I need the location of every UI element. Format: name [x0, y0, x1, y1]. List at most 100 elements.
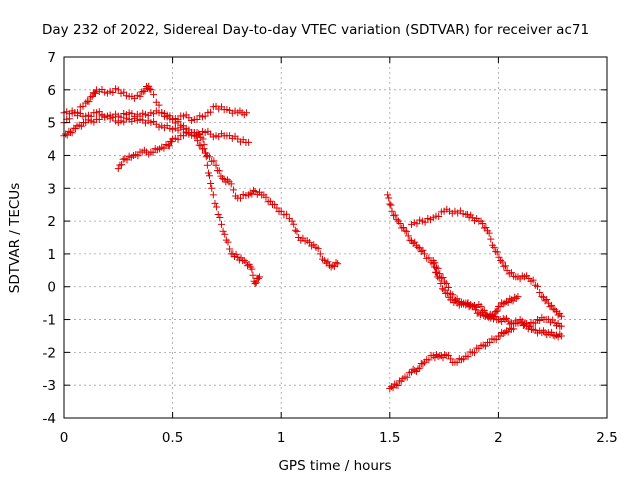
data-point	[324, 258, 332, 266]
data-point	[120, 118, 128, 126]
data-point	[497, 256, 505, 264]
data-point	[271, 200, 279, 208]
x-tick-label: 2	[494, 430, 503, 446]
data-point	[387, 201, 395, 209]
data-points	[60, 82, 565, 392]
data-point	[533, 282, 541, 290]
data-point	[91, 89, 99, 97]
data-point	[436, 270, 444, 278]
data-point	[82, 99, 90, 107]
data-point	[554, 311, 562, 319]
data-point	[431, 354, 439, 362]
data-point	[305, 238, 313, 246]
data-point	[386, 384, 394, 392]
data-point	[223, 176, 231, 184]
data-point	[393, 216, 401, 224]
data-point	[283, 210, 291, 218]
data-point	[208, 184, 216, 192]
data-point	[414, 243, 422, 251]
data-point	[385, 194, 393, 202]
data-point	[65, 115, 73, 123]
data-point	[525, 322, 533, 330]
data-point	[236, 194, 244, 202]
data-point	[384, 191, 392, 199]
data-point	[290, 220, 298, 228]
data-point	[440, 286, 448, 294]
data-point	[251, 279, 259, 287]
data-point	[213, 203, 221, 211]
data-point	[224, 238, 232, 246]
data-point	[419, 360, 427, 368]
data-point	[386, 200, 394, 208]
data-point	[212, 161, 220, 169]
data-point	[529, 276, 537, 284]
data-point	[244, 262, 252, 270]
data-point	[441, 351, 449, 359]
data-point	[211, 199, 219, 207]
data-point	[68, 129, 76, 137]
data-point	[388, 207, 396, 215]
data-point	[495, 253, 503, 261]
data-point	[503, 266, 511, 274]
data-point	[149, 148, 157, 156]
data-point	[200, 141, 208, 149]
data-point	[441, 278, 449, 286]
data-point	[169, 115, 177, 123]
data-point	[114, 165, 122, 173]
data-point	[194, 137, 202, 145]
data-point	[174, 118, 182, 126]
data-point	[482, 223, 490, 231]
data-point	[493, 248, 501, 256]
data-point	[557, 332, 565, 340]
data-point	[498, 258, 506, 266]
data-point	[447, 355, 455, 363]
data-point	[411, 238, 419, 246]
data-point	[482, 311, 490, 319]
data-point	[147, 86, 155, 94]
x-tick-label: 0.5	[162, 430, 183, 446]
data-point	[554, 333, 562, 341]
data-point	[215, 167, 223, 175]
data-point	[512, 294, 520, 302]
data-point	[403, 227, 411, 235]
data-point	[207, 180, 215, 188]
data-point	[414, 365, 422, 373]
data-point	[403, 373, 411, 381]
data-point	[421, 218, 429, 226]
data-point	[391, 380, 399, 388]
data-point	[85, 98, 93, 106]
plot-frame	[63, 56, 608, 419]
y-tick-label: 4	[47, 148, 56, 164]
data-point	[404, 232, 412, 240]
y-axis-ticks: -4 -3 -2 -1 0 1 2 3 4 5 6 7	[43, 50, 607, 427]
y-tick-label: -1	[43, 313, 56, 329]
data-point	[416, 364, 424, 372]
y-tick-label: -3	[43, 378, 56, 394]
data-point	[166, 112, 174, 120]
data-point	[327, 263, 335, 271]
data-point	[118, 161, 126, 169]
data-point	[391, 211, 399, 219]
data-point	[249, 271, 257, 279]
data-point	[254, 275, 262, 283]
data-point	[250, 186, 258, 194]
data-point	[117, 113, 125, 121]
y-tick-label: 0	[47, 280, 56, 296]
data-point	[396, 220, 404, 228]
data-point	[438, 285, 446, 293]
data-point	[255, 273, 263, 281]
data-point	[487, 235, 495, 243]
data-point	[219, 174, 227, 182]
x-axis-ticks: 0 0.5 1 1.5 2 2.5	[60, 57, 618, 446]
data-point	[413, 220, 421, 228]
grid-lines	[64, 57, 607, 418]
y-tick-label: -2	[43, 345, 56, 361]
series-track-c	[60, 107, 342, 271]
data-point	[273, 204, 281, 212]
data-point	[501, 316, 509, 324]
data-point	[202, 153, 210, 161]
y-tick-label: 1	[47, 247, 56, 263]
series-track-f	[408, 205, 565, 320]
data-point	[150, 91, 158, 99]
data-point	[477, 302, 485, 310]
